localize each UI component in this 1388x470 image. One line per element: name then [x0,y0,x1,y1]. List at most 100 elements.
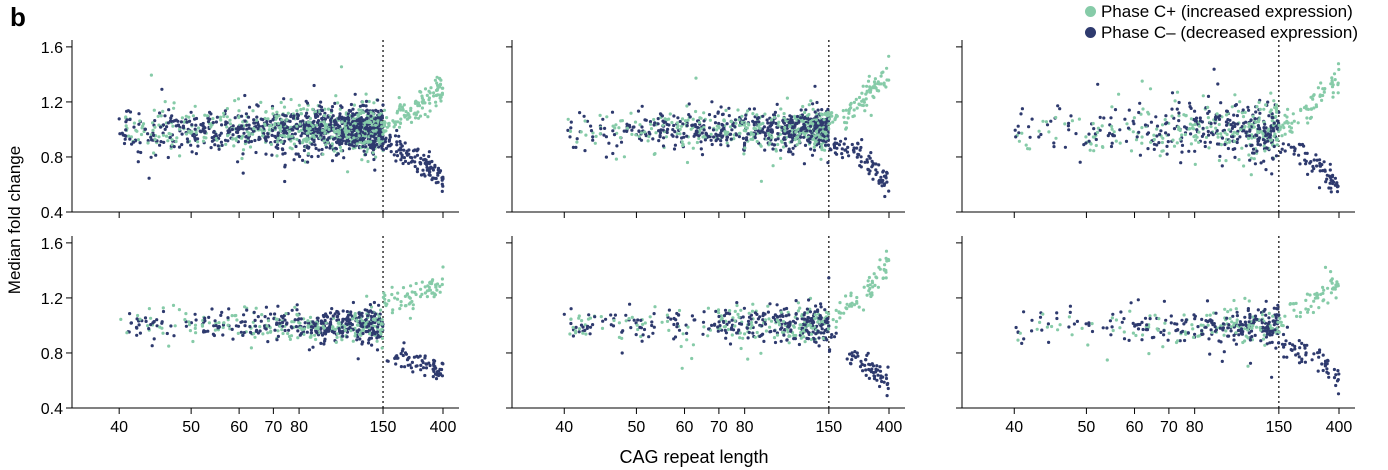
point-phase-c-plus [1235,132,1240,136]
point-phase-c-plus [326,107,331,111]
point-phase-c-minus [774,121,778,125]
point-phase-c-plus [783,125,787,130]
point-phase-c-plus [299,112,303,116]
point-phase-c-minus [1226,146,1230,151]
point-phase-c-minus [298,120,302,124]
point-phase-c-plus [1263,149,1267,153]
point-phase-c-plus [308,116,312,121]
point-phase-c-plus [647,135,651,139]
point-phase-c-minus [243,93,247,98]
point-phase-c-plus [1125,122,1129,126]
point-phase-c-minus [290,308,294,312]
point-phase-c-minus [1203,144,1207,149]
point-phase-c-plus [1337,67,1341,72]
point-phase-c-plus [287,334,292,339]
point-phase-c-plus [153,125,157,129]
point-phase-c-plus [330,142,334,146]
point-phase-c-minus [859,160,863,164]
point-phase-c-minus [266,340,270,344]
legend-label-phase-c-plus: Phase C+ (increased expression) [1100,2,1353,21]
point-phase-c-minus [274,145,278,149]
x-tick-label: 150 [370,419,397,436]
point-phase-c-minus [1238,135,1242,139]
point-phase-c-minus [181,124,185,128]
point-phase-c-minus [746,336,750,340]
point-phase-c-plus [1280,134,1284,138]
point-phase-c-minus [302,148,306,153]
point-phase-c-minus [823,143,828,147]
point-phase-c-minus [117,117,121,121]
point-phase-c-plus [180,116,184,120]
point-phase-c-plus [680,140,684,144]
point-phase-c-plus [1215,112,1219,116]
point-phase-c-minus [292,125,296,129]
x-tick-label: 80 [1186,419,1204,436]
point-phase-c-plus [1268,110,1272,114]
point-phase-c-minus [1319,163,1323,167]
point-phase-c-minus [881,170,885,174]
point-phase-c-minus [348,122,352,126]
point-phase-c-plus [573,329,578,333]
point-phase-c-minus [381,148,385,152]
point-phase-c-minus [293,318,297,322]
point-phase-c-minus [1335,190,1340,194]
point-phase-c-plus [260,313,264,317]
point-phase-c-plus [397,125,402,129]
point-phase-c-minus [1262,126,1266,130]
point-phase-c-plus [360,158,364,162]
point-phase-c-minus [809,147,813,151]
point-phase-c-minus [711,128,716,132]
point-phase-c-plus [809,332,814,336]
point-phase-c-minus [131,140,136,144]
point-phase-c-plus [200,323,204,327]
point-phase-c-plus [369,117,374,121]
point-phase-c-minus [853,350,857,354]
point-phase-c-minus [814,340,818,344]
point-phase-c-minus [603,126,607,130]
point-phase-c-minus [574,325,578,329]
point-phase-c-minus [287,328,291,332]
point-phase-c-minus [802,313,806,317]
point-phase-c-minus [407,355,411,360]
point-phase-c-minus [402,341,406,345]
point-phase-c-minus [1202,132,1206,136]
point-phase-c-minus [124,128,128,132]
point-phase-c-minus [280,147,284,151]
point-phase-c-plus [813,142,817,146]
point-phase-c-minus [366,314,370,318]
point-phase-c-minus [745,326,750,330]
point-phase-c-minus [118,132,122,136]
point-phase-c-minus [771,147,775,151]
point-phase-c-plus [1274,103,1279,107]
point-phase-c-minus [1164,114,1168,118]
point-phase-c-minus [418,354,422,358]
point-phase-c-minus [775,303,779,307]
point-phase-c-minus [747,322,751,326]
point-phase-c-plus [681,332,685,336]
point-phase-c-plus [288,337,292,341]
point-phase-c-plus [694,109,698,114]
point-phase-c-plus [577,314,581,318]
point-phase-c-plus [1140,79,1144,83]
point-phase-c-minus [211,332,215,336]
point-phase-c-minus [298,154,302,159]
point-phase-c-plus [683,119,688,123]
point-phase-c-plus [1225,132,1229,137]
point-phase-c-minus [778,314,782,318]
point-phase-c-plus [1247,125,1251,129]
point-phase-c-minus [817,142,821,146]
point-phase-c-plus [1321,87,1325,91]
point-phase-c-minus [366,329,370,334]
point-phase-c-minus [730,318,734,322]
point-phase-c-minus [365,108,369,112]
point-phase-c-minus [413,164,417,169]
point-phase-c-plus [739,346,743,351]
point-phase-c-plus [757,124,761,128]
point-phase-c-plus [637,134,641,138]
point-phase-c-plus [740,114,744,118]
point-phase-c-minus [712,135,716,139]
point-phase-c-minus [158,143,162,147]
point-phase-c-plus [884,276,888,280]
point-phase-c-plus [702,111,706,115]
point-phase-c-minus [826,107,830,111]
